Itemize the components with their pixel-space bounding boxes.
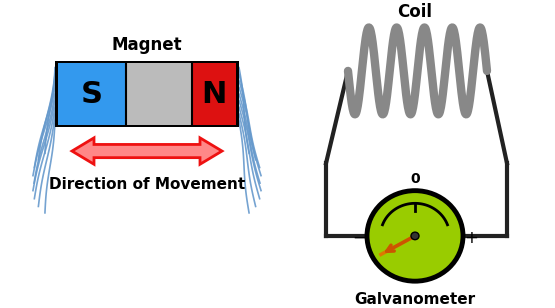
- Circle shape: [367, 191, 463, 281]
- Bar: [55, 61, 239, 128]
- Text: +: +: [464, 229, 478, 247]
- Bar: [125, 63, 191, 125]
- Text: Coil: Coil: [397, 3, 432, 21]
- Text: −: −: [352, 229, 366, 247]
- Bar: [191, 63, 236, 125]
- Circle shape: [411, 232, 419, 240]
- Text: Magnet: Magnet: [112, 36, 182, 54]
- Text: 0: 0: [410, 172, 420, 186]
- Text: Galvanometer: Galvanometer: [355, 293, 476, 307]
- Text: S: S: [81, 79, 103, 108]
- Polygon shape: [72, 138, 222, 164]
- Text: N: N: [201, 79, 226, 108]
- Text: Direction of Movement: Direction of Movement: [49, 177, 245, 192]
- Bar: [58, 63, 125, 125]
